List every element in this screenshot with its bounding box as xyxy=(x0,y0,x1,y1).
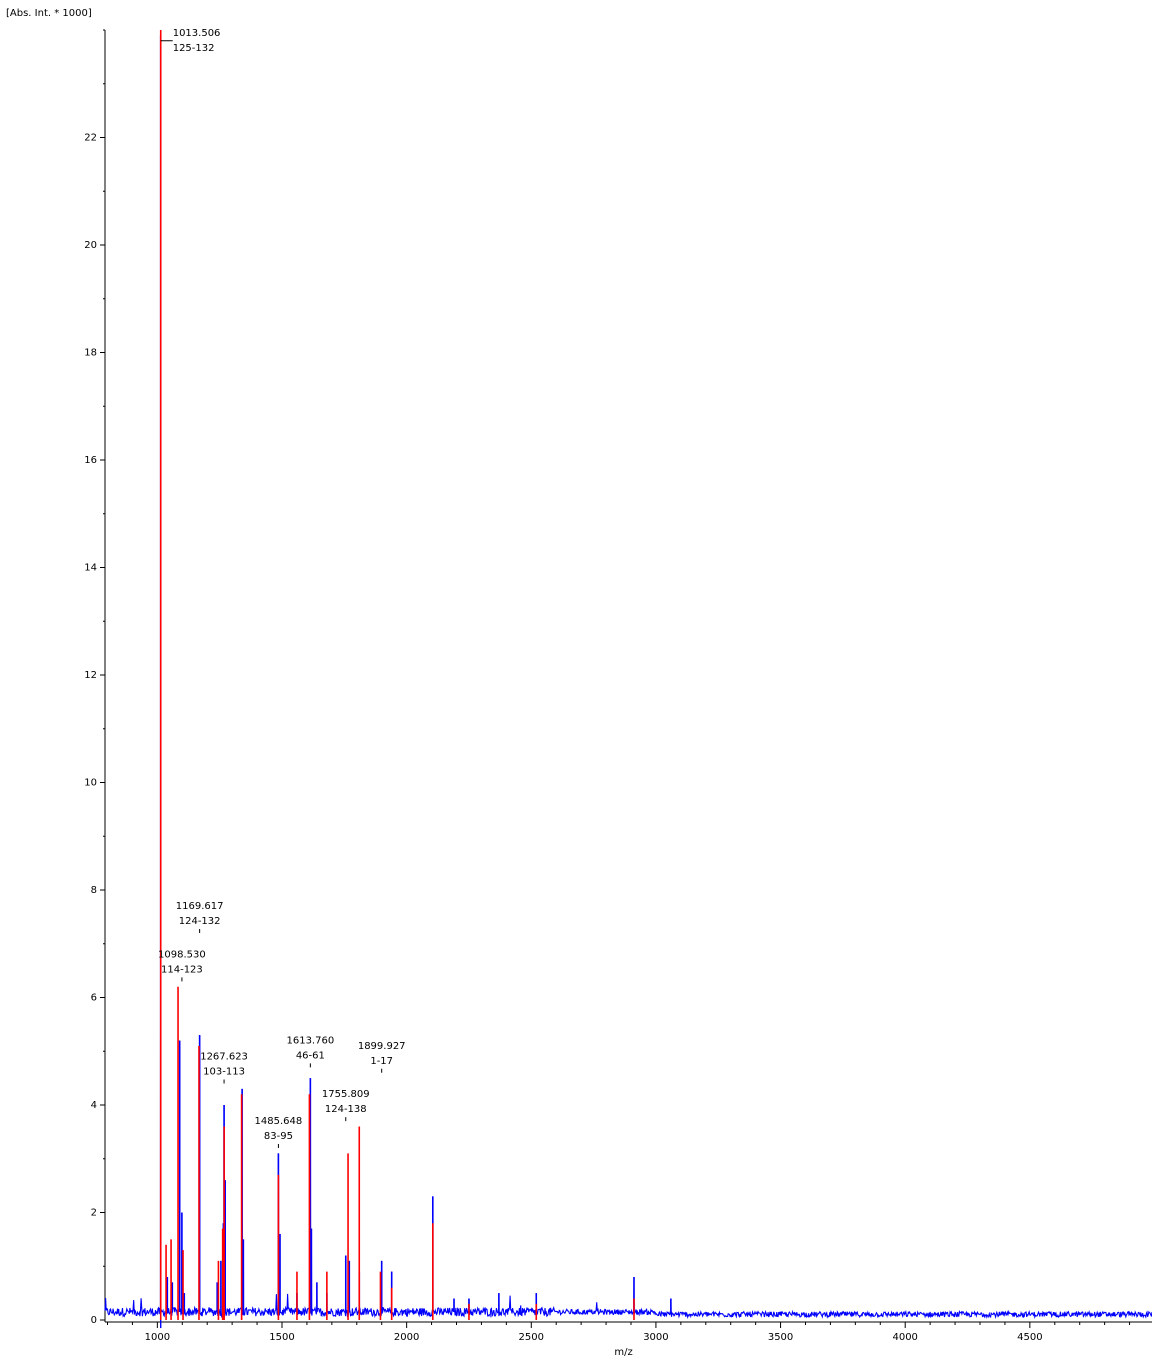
y-tick-label: 2 xyxy=(91,1208,97,1219)
x-axis-label: m/z xyxy=(614,1347,632,1358)
annotation-range: 125-132 xyxy=(173,43,215,54)
spectrum-trace xyxy=(104,35,1152,1320)
peak-series xyxy=(159,30,635,1320)
y-tick-label: 10 xyxy=(84,778,97,789)
annotation-mass: 1755.809 xyxy=(322,1089,370,1100)
x-tick-label: 2000 xyxy=(394,1332,419,1343)
y-tick-label: 16 xyxy=(84,455,97,466)
annotation-mass: 1899.927 xyxy=(358,1041,406,1052)
y-axis-label: [Abs. Int. * 1000] xyxy=(6,8,92,19)
x-tick-label: 3500 xyxy=(768,1332,793,1343)
annotation-mass: 1169.617 xyxy=(176,901,224,912)
annotation-range: 124-138 xyxy=(325,1104,367,1115)
y-tick-label: 20 xyxy=(84,240,97,251)
axes: 0 2 4 6 8 10 12 14 16 18 20 22 1000 1500 2000 2500 3000 3… xyxy=(84,29,1152,1343)
annotation-mass: 1098.530 xyxy=(158,949,206,960)
x-tick-label: 1000 xyxy=(145,1332,170,1343)
y-tick-label: 0 xyxy=(91,1315,97,1326)
annotation-range: 83-95 xyxy=(264,1131,293,1142)
y-tick-label: 6 xyxy=(91,993,97,1004)
x-tick-label: 1500 xyxy=(269,1332,294,1343)
y-tick-label: 18 xyxy=(84,348,97,359)
annotation-range: 46-61 xyxy=(296,1050,325,1061)
annotation-range: 124-132 xyxy=(179,916,221,927)
x-tick-label: 4000 xyxy=(892,1332,917,1343)
peak-annotations: 1013.506 125-132 1169.617 124-132 1098.530 11… xyxy=(158,28,406,1148)
x-tick-label: 4500 xyxy=(1017,1332,1042,1343)
annotation-range: 114-123 xyxy=(161,964,203,975)
x-tick-label: 3000 xyxy=(643,1332,668,1343)
x-tick-label: 2500 xyxy=(519,1332,544,1343)
annotation-mass: 1485.648 xyxy=(255,1116,303,1127)
y-tick-label: 12 xyxy=(84,670,97,681)
annotation-mass: 1613.760 xyxy=(286,1035,334,1046)
spectrum-series xyxy=(104,35,1152,1329)
y-tick-label: 22 xyxy=(84,133,97,144)
annotation-mass: 1267.623 xyxy=(200,1052,248,1063)
y-tick-label: 4 xyxy=(91,1100,97,1111)
annotation-mass: 1013.506 xyxy=(173,28,221,39)
y-tick-label: 14 xyxy=(84,563,97,574)
annotation-range: 1-17 xyxy=(370,1056,393,1067)
y-tick-label: 8 xyxy=(91,885,97,896)
annotation-range: 103-113 xyxy=(203,1067,245,1078)
